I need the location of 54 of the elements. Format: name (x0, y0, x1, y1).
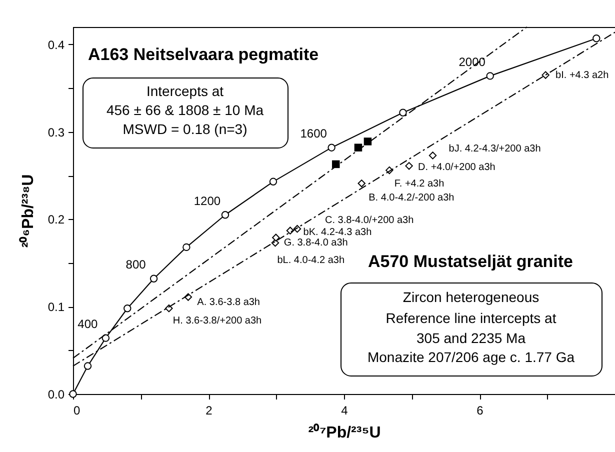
annotation: F. +4.2 a3h (394, 178, 444, 190)
point (221, 211, 230, 219)
point (182, 243, 190, 252)
annotation: C. 3.8-4.0/+200 a3h (325, 215, 414, 226)
x-tick-label: 0 (74, 404, 80, 418)
x-tick-label: 6 (476, 404, 484, 418)
point (399, 108, 407, 116)
point (102, 334, 110, 342)
point (124, 304, 132, 312)
point (592, 34, 600, 42)
point (428, 152, 437, 160)
annotation: Reference line intercepts at (386, 310, 556, 326)
point (542, 71, 550, 79)
annotation: A570 Mustatseljät granite (368, 252, 574, 271)
y-tick-label: 0.2 (48, 212, 65, 227)
x-tick-label: 4 (341, 404, 348, 418)
annotation: bI. +4.3 a2h (556, 70, 609, 82)
point (150, 274, 158, 283)
point (358, 180, 366, 188)
annotation: bK. 4.2-4.3 a3h (303, 226, 372, 238)
annotation: 1600 (300, 126, 328, 141)
annotation: bJ. 4.2-4.3/+200 a3h (448, 143, 541, 154)
annotation: 305 and 2235 Ma (416, 330, 526, 346)
x-axis-title: ²⁰⁷Pb/²³⁵U (308, 424, 381, 442)
point (328, 144, 336, 152)
annotation: Intercepts at (146, 83, 224, 99)
point (486, 72, 494, 80)
annotation: 800 (126, 258, 146, 272)
y-tick-label: 0.3 (48, 125, 65, 140)
point (354, 144, 362, 152)
annotation: MSWD = 0.18 (n=3) (122, 121, 248, 137)
point (364, 138, 372, 146)
y-axis-title: ²⁰⁶Pb/²³⁸U (18, 174, 37, 248)
annotation: 2000 (458, 54, 486, 69)
y-tick-label: 0.0 (48, 388, 65, 402)
point (405, 162, 413, 170)
annotation: Monazite 207/206 age c. 1.77 Ga (367, 349, 575, 365)
annotation: 456 ± 66 & 1808 ± 10 Ma (106, 102, 264, 118)
annotation: B. 4.0-4.2/-200 a3h (368, 192, 454, 204)
x-tick-label: 2 (206, 404, 213, 418)
annotation: Zircon heterogeneous (402, 289, 540, 305)
annotation: 400 (78, 317, 98, 332)
point (84, 362, 92, 370)
y-tick-label: 0.4 (48, 38, 65, 52)
annotation: 1200 (194, 194, 221, 208)
annotation: D. +4.0/+200 a3h (418, 162, 496, 173)
point (269, 178, 278, 186)
annotation: H. 3.6-3.8/+200 a3h (172, 315, 262, 326)
annotation: bL. 4.0-4.2 a3h (277, 254, 345, 266)
y-tick-label: 0.1 (48, 300, 65, 314)
annotation: A. 3.6-3.8 a3h (197, 297, 260, 308)
point (272, 234, 280, 242)
annotation: A163 Neitselvaara pegmatite (88, 45, 319, 64)
annotation: G. 3.8-4.0 a3h (284, 238, 348, 249)
